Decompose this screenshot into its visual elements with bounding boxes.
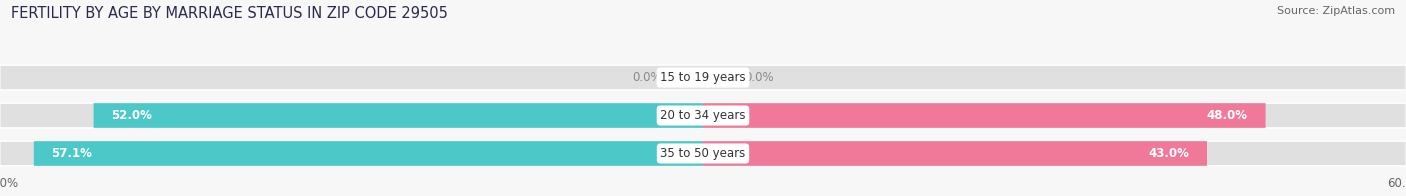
Text: Source: ZipAtlas.com: Source: ZipAtlas.com <box>1277 6 1395 16</box>
Text: FERTILITY BY AGE BY MARRIAGE STATUS IN ZIP CODE 29505: FERTILITY BY AGE BY MARRIAGE STATUS IN Z… <box>11 6 449 21</box>
Text: 20 to 34 years: 20 to 34 years <box>661 109 745 122</box>
FancyBboxPatch shape <box>0 65 1406 90</box>
FancyBboxPatch shape <box>0 103 1406 128</box>
Text: 43.0%: 43.0% <box>1149 147 1189 160</box>
Text: 15 to 19 years: 15 to 19 years <box>661 71 745 84</box>
Text: 57.1%: 57.1% <box>52 147 93 160</box>
FancyBboxPatch shape <box>703 141 1206 166</box>
FancyBboxPatch shape <box>0 141 1406 166</box>
Text: 0.0%: 0.0% <box>744 71 773 84</box>
FancyBboxPatch shape <box>94 103 703 128</box>
Text: 52.0%: 52.0% <box>111 109 152 122</box>
Text: 48.0%: 48.0% <box>1206 109 1249 122</box>
FancyBboxPatch shape <box>34 141 703 166</box>
Text: 0.0%: 0.0% <box>633 71 662 84</box>
FancyBboxPatch shape <box>703 103 1265 128</box>
Text: 35 to 50 years: 35 to 50 years <box>661 147 745 160</box>
